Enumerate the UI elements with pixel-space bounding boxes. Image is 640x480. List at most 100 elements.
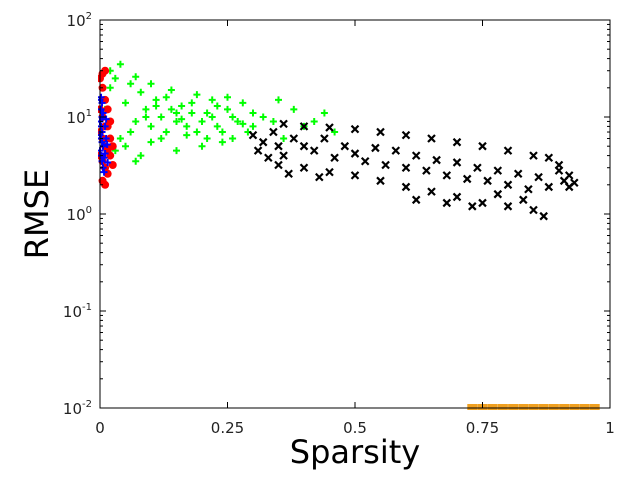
data-point (279, 151, 288, 160)
data-point (239, 120, 247, 128)
x-tick-label: 0.5 (343, 419, 367, 437)
data-point (157, 135, 165, 143)
data-point (103, 105, 112, 114)
plot-area (98, 60, 600, 410)
data-point (173, 147, 180, 155)
data-point (183, 122, 191, 130)
data-point (147, 80, 155, 88)
data-point (193, 91, 201, 99)
data-point (452, 137, 462, 147)
data-point (98, 105, 105, 113)
data-point (528, 404, 539, 410)
data-point (518, 404, 529, 410)
data-point (152, 102, 160, 110)
data-point (108, 142, 117, 151)
data-point (534, 172, 543, 182)
data-point (503, 146, 513, 155)
data-point (203, 135, 211, 143)
y-tick-label: 10-1 (63, 302, 92, 321)
data-point (239, 99, 247, 107)
data-point (315, 172, 324, 182)
data-point (99, 109, 107, 117)
y-tick-base: 10 (67, 109, 86, 127)
data-point (203, 109, 211, 117)
data-point (570, 178, 579, 188)
data-point (132, 157, 140, 165)
y-tick-base: 10 (63, 303, 82, 321)
data-point (218, 128, 226, 136)
data-point (274, 141, 283, 151)
data-point (427, 134, 436, 143)
data-point (122, 142, 129, 150)
data-point (478, 198, 487, 208)
y-tick-exponent: 0 (86, 205, 92, 216)
data-point (569, 404, 580, 410)
x-tick-label: 0.75 (466, 419, 499, 437)
data-point (508, 404, 519, 410)
data-point (248, 130, 258, 140)
y-tick-label: 100 (67, 205, 92, 224)
data-point (524, 184, 533, 194)
data-point (554, 160, 564, 170)
x-tick-label: 1 (605, 419, 615, 437)
data-point (142, 105, 150, 113)
data-point (147, 122, 155, 130)
data-point (376, 176, 385, 186)
data-point (478, 141, 487, 151)
data-point (102, 115, 110, 123)
data-point (213, 102, 221, 110)
data-point (462, 174, 472, 184)
y-tick-label: 10-2 (63, 399, 92, 418)
data-point (100, 154, 108, 162)
data-point (106, 84, 114, 92)
data-point (564, 171, 574, 180)
data-point (350, 171, 360, 180)
data-point (167, 86, 175, 94)
data-point (289, 134, 299, 143)
data-point (309, 146, 319, 155)
data-point (137, 88, 145, 96)
data-point (548, 404, 559, 410)
data-point (229, 135, 237, 143)
data-point (178, 102, 186, 110)
data-point (468, 202, 477, 211)
data-point (503, 180, 513, 190)
data-point (330, 153, 339, 163)
data-point (432, 155, 441, 165)
data-point (483, 176, 492, 186)
data-point (132, 117, 140, 125)
data-point (157, 113, 165, 121)
data-point (401, 182, 411, 192)
data-point (538, 404, 549, 410)
series-0 (101, 60, 339, 165)
data-point (299, 141, 309, 151)
data-point (299, 122, 309, 131)
data-point (325, 123, 334, 132)
data-point (111, 74, 119, 82)
data-point (137, 152, 145, 160)
data-point (391, 146, 401, 155)
data-point (142, 113, 150, 121)
data-point (275, 96, 282, 104)
data-point (376, 127, 385, 137)
y-tick-exponent: -1 (82, 302, 92, 313)
data-point (100, 168, 108, 176)
data-point (539, 211, 548, 221)
data-point (371, 143, 380, 153)
data-point (249, 109, 257, 117)
data-point (253, 146, 263, 155)
data-point (452, 158, 462, 167)
data-point (229, 113, 237, 121)
data-point (427, 187, 436, 196)
data-point (473, 163, 482, 172)
data-point (360, 156, 370, 166)
y-tick-exponent: 2 (86, 11, 92, 22)
data-point (381, 160, 390, 170)
y-axis-title: RMSE (18, 169, 56, 259)
y-tick-label: 102 (67, 11, 92, 30)
data-point (529, 205, 538, 215)
data-point (280, 135, 288, 143)
data-point (178, 115, 186, 123)
data-point (411, 195, 421, 205)
